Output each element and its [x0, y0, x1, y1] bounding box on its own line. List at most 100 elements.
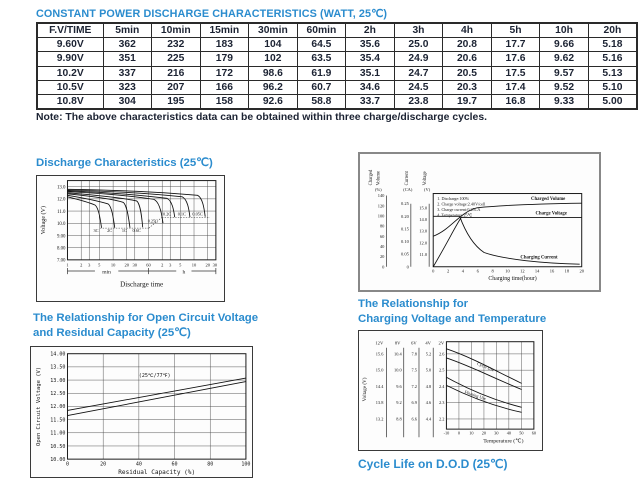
- temp-x-axis-label: Temperature (℃): [483, 437, 523, 444]
- x-unit-min: min: [102, 270, 111, 276]
- axis-label-current: Current: [405, 170, 410, 185]
- discharge-y-axis-label: Voltage (V): [40, 206, 47, 234]
- scale-value: 4.8: [426, 384, 432, 389]
- tick-label: 12.00: [50, 404, 65, 410]
- table-cell: 35.6: [345, 37, 395, 53]
- table-cell: 92.6: [248, 93, 298, 110]
- curve-label-005c: 0.05C: [192, 212, 202, 217]
- tick-label: 14.00: [50, 352, 65, 358]
- tick-label: 40: [380, 244, 385, 249]
- scale-header: 6V: [411, 341, 417, 346]
- curve-label-charging-current: Charging Current: [520, 256, 558, 261]
- tick-label: 16: [550, 268, 555, 273]
- tick-label: 8.00: [57, 246, 66, 251]
- tick-label: 30: [494, 431, 498, 436]
- row-header: 10.5V: [36, 79, 104, 95]
- tick-label: 120: [378, 203, 385, 208]
- table-cell: 225: [151, 51, 201, 67]
- scale-value: 5.0: [426, 368, 432, 373]
- row-header: 9.90V: [36, 51, 104, 67]
- scale-value: 13.8: [376, 400, 384, 405]
- scale-value: 6.6: [411, 416, 417, 421]
- discharge-chart: Voltage (V) 3C 2C 1C 0.6C 0.25C 0.2C 0.1…: [40, 180, 218, 288]
- column-header: 4h: [442, 22, 492, 39]
- scale-header: 12V: [375, 341, 384, 346]
- scale-value: 6.9: [411, 400, 416, 405]
- tick-label: 50: [519, 431, 523, 436]
- table-cell: 9.33: [539, 93, 589, 110]
- charging-chart: Charged Volume Current Voltage (%) (CA) …: [369, 169, 585, 282]
- cycle-life-title: Cycle Life on D.O.D (25℃): [358, 457, 508, 471]
- table-cell: 17.4: [490, 79, 541, 95]
- scale-header: 8V: [395, 341, 401, 346]
- tick-label: 80: [207, 462, 213, 468]
- tick-label: 14: [535, 268, 540, 273]
- charging-note-line: 2. Charge voltage:2.40V/cell: [437, 202, 486, 207]
- table-cell: 323: [102, 79, 153, 95]
- table-cell: 5.13: [587, 65, 638, 81]
- unit-percent: (%): [375, 187, 382, 192]
- table-cell: 17.5: [490, 65, 541, 81]
- table-cell: 179: [199, 51, 250, 67]
- tick-label: 11.00: [50, 431, 65, 437]
- axis-label-volume: Volume: [376, 171, 381, 185]
- tick-label: 11.0: [57, 210, 66, 215]
- tick-label: 100: [241, 462, 250, 468]
- scale-value: 10.0: [394, 368, 402, 373]
- tick-label: 20: [125, 262, 130, 267]
- scale-value: 4.4: [426, 416, 432, 421]
- tick-label: 13.00: [50, 378, 65, 384]
- curve-label-1c: 1C: [122, 228, 127, 233]
- column-header: 10h: [539, 22, 589, 39]
- ocv-title-line2: and Residual Capacity (25℃): [33, 327, 191, 339]
- tick-label: 40: [136, 462, 142, 468]
- tick-label: 13.50: [50, 365, 65, 371]
- table-cell: 63.5: [296, 51, 347, 67]
- curve-label-charged-volume: Charged Volume: [531, 197, 565, 202]
- tick-label: 5: [98, 262, 101, 267]
- tick-label: 0: [407, 264, 410, 269]
- table-cell: 158: [199, 93, 250, 110]
- charging-chart-figure: Charged Volume Current Voltage (%) (CA) …: [358, 152, 601, 292]
- table-row: 10.2V 337 216 172 98.6 61.9 35.1 24.7 20.5 17.5 9.…: [36, 65, 638, 81]
- ocv-x-axis-label: Residual Capacity (%): [118, 469, 195, 476]
- table-cell: 20.6: [442, 51, 492, 67]
- tick-label: -10: [444, 431, 450, 436]
- tick-label: 3: [88, 262, 91, 267]
- tick-label: 100: [378, 213, 385, 218]
- table-cell: 24.7: [393, 65, 444, 81]
- scale-header: 2V: [439, 341, 445, 346]
- table-cell: 337: [102, 65, 153, 81]
- tick-label: 8: [492, 268, 495, 273]
- table-header-row: F.V/TIME 5min 10min 15min 30min 60min 2h 3h 4h 5h…: [36, 22, 638, 39]
- scale-value: 5.2: [426, 351, 431, 356]
- scale-value: 9.6: [396, 384, 402, 389]
- tick-label: 0.10: [401, 239, 410, 244]
- table-cell: 207: [151, 79, 201, 95]
- tick-label: 2: [80, 262, 82, 267]
- ocv-chart-title: The Relationship for Open Circuit Voltag…: [33, 311, 258, 341]
- tick-label: 4: [462, 268, 465, 273]
- tick-label: 14.0: [419, 217, 428, 222]
- table-cell: 9.66: [539, 37, 589, 53]
- tick-label: 80: [380, 224, 385, 229]
- table-row: 10.8V 304 195 158 92.6 58.8 33.7 23.8 19.7 16.8 9.…: [36, 93, 638, 110]
- tick-label: 20: [579, 268, 584, 273]
- discharge-chart-figure: Voltage (V) 3C 2C 1C 0.6C 0.25C 0.2C 0.1…: [36, 175, 225, 302]
- column-header: 30min: [248, 22, 298, 39]
- page-title: CONSTANT POWER DISCHARGE CHARACTERISTICS…: [36, 8, 388, 20]
- scale-value: 2.5: [439, 368, 445, 373]
- table-cell: 183: [199, 37, 250, 53]
- tick-label: 2: [447, 268, 449, 273]
- table-cell: 58.8: [296, 93, 347, 110]
- tick-label: 40: [507, 431, 511, 436]
- table-cell: 20.8: [442, 37, 492, 53]
- column-header: 5h: [490, 22, 541, 39]
- column-header: 10min: [151, 22, 201, 39]
- tick-label: 60: [380, 234, 385, 239]
- table-cell: 17.7: [490, 37, 541, 53]
- curve-label-06c: 0.6C: [133, 228, 141, 233]
- table-cell: 24.9: [393, 51, 444, 67]
- table-row: 10.5V 323 207 166 96.2 60.7 34.6 24.5 20.3 17.4 9.…: [36, 79, 638, 95]
- temp-title-line2: Charging Voltage and Temperature: [358, 313, 547, 325]
